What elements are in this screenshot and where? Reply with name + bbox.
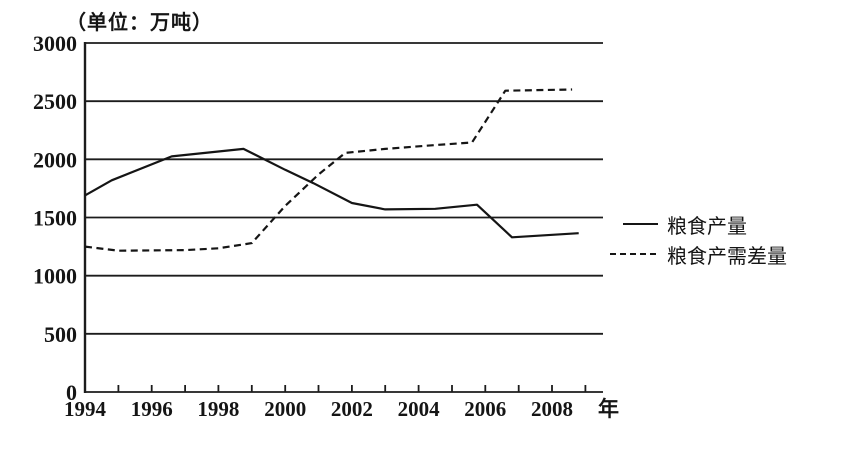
x-axis-tick-label: 1996 — [131, 397, 173, 421]
x-axis-tick-label: 2008 — [531, 397, 573, 421]
unit-label: （单位：万吨） — [66, 12, 213, 34]
legend-swatch-box — [610, 253, 658, 255]
x-axis-tick-label: 2006 — [464, 397, 506, 421]
legend-label-difference: 粮食产需差量 — [667, 245, 787, 268]
x-axis-unit-label: 年 — [598, 397, 619, 421]
x-axis-tick-label: 1994 — [64, 397, 107, 421]
x-axis-tick-label: 2002 — [331, 397, 373, 421]
y-axis-tick-label: 0 — [66, 380, 77, 405]
x-axis-tick-label: 1998 — [197, 397, 239, 421]
legend: 粮食产量 粮食产需差量 — [610, 209, 787, 269]
dashed-line-swatch-icon — [610, 253, 658, 255]
legend-item-difference: 粮食产需差量 — [610, 239, 787, 269]
x-axis-tick-label: 2000 — [264, 397, 306, 421]
legend-swatch-box — [610, 223, 658, 225]
legend-item-production: 粮食产量 — [610, 209, 787, 239]
y-axis-tick-label: 2000 — [33, 147, 77, 172]
series-line-production — [84, 147, 579, 239]
y-axis-tick-label: 1000 — [33, 264, 77, 289]
y-axis-tick-label: 1500 — [33, 206, 77, 231]
solid-line-swatch-icon — [623, 223, 658, 225]
y-axis-tick-label: 2500 — [33, 89, 77, 114]
y-axis-tick-label: 500 — [44, 322, 77, 347]
x-axis-tick-label: 2004 — [398, 397, 441, 421]
legend-label-production: 粮食产量 — [667, 215, 747, 238]
y-axis-tick-label: 3000 — [33, 31, 77, 56]
